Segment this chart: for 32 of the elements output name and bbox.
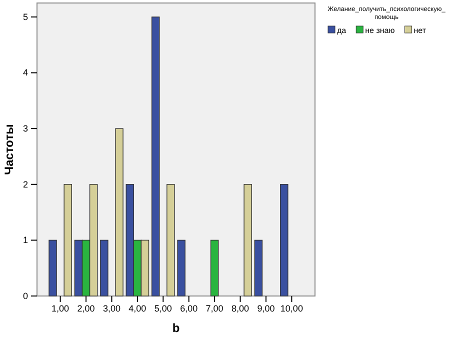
y-axis-title: Частоты bbox=[2, 124, 16, 175]
y-tick-label: 0 bbox=[22, 290, 28, 301]
bar bbox=[100, 240, 108, 296]
y-tick-label: 3 bbox=[22, 123, 28, 134]
y-tick-label: 2 bbox=[22, 179, 28, 190]
x-tick-label: 5,00 bbox=[154, 303, 172, 314]
x-tick-label: 3,00 bbox=[102, 303, 120, 314]
bar bbox=[280, 184, 288, 296]
bar bbox=[64, 184, 72, 296]
bar bbox=[48, 240, 57, 296]
x-tick-label: 1,00 bbox=[52, 303, 70, 314]
bar bbox=[166, 184, 175, 296]
bar bbox=[210, 240, 219, 296]
x-tick-label: 8,00 bbox=[232, 303, 250, 314]
bar bbox=[244, 184, 252, 296]
legend-label: да bbox=[337, 26, 347, 35]
bar bbox=[151, 16, 160, 296]
x-tick-label: 2,00 bbox=[77, 303, 95, 314]
x-tick-label: 7,00 bbox=[206, 303, 224, 314]
legend-label: не знаю bbox=[365, 26, 395, 35]
bar bbox=[115, 128, 124, 296]
x-tick-label: 6,00 bbox=[180, 303, 198, 314]
y-tick-label: 4 bbox=[22, 68, 28, 78]
x-axis-title: b bbox=[172, 321, 180, 335]
x-tick-label: 10,00 bbox=[280, 303, 303, 314]
y-tick-label: 1 bbox=[22, 235, 28, 246]
x-tick-label: 4,00 bbox=[128, 303, 146, 314]
bar bbox=[177, 240, 186, 296]
bar bbox=[254, 240, 263, 296]
legend-label: нет bbox=[414, 26, 426, 35]
x-tick-label: 9,00 bbox=[257, 303, 275, 314]
y-tick-label: 5 bbox=[22, 12, 28, 22]
